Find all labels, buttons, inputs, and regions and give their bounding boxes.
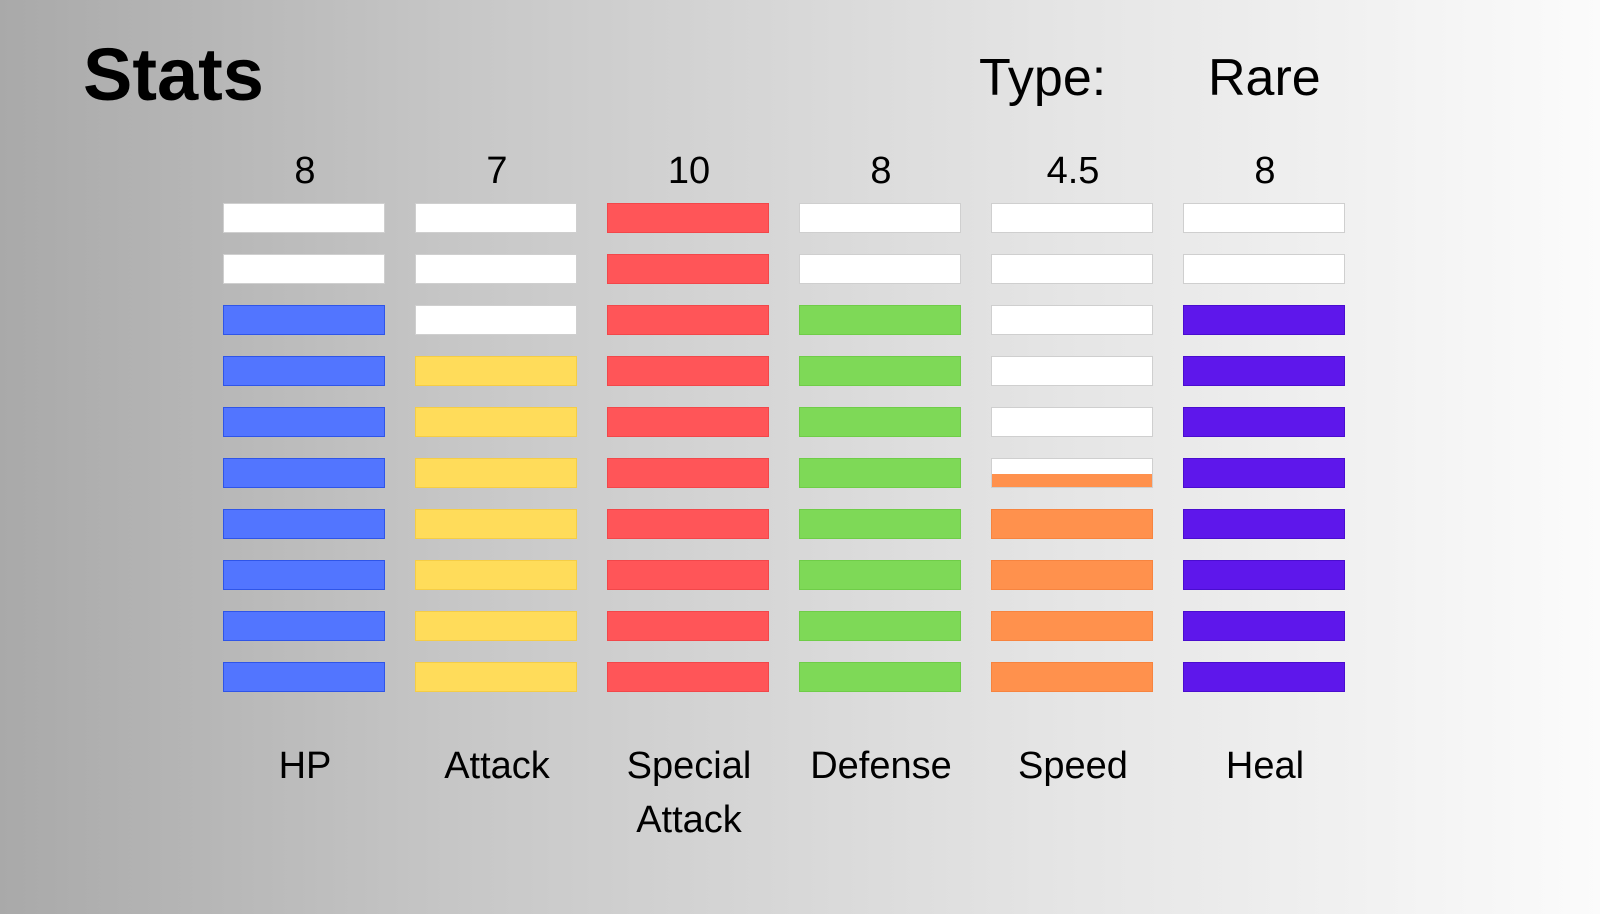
stat-segment [607, 611, 769, 641]
stat-segment [1183, 509, 1345, 539]
stat-segment [1183, 254, 1345, 284]
stat-segment [991, 509, 1153, 539]
stat-name-label: Attack [444, 745, 550, 787]
stat-segment [799, 458, 961, 488]
stat-segment-partial-fill [992, 474, 1152, 487]
stat-name-label: Speed [1018, 745, 1128, 787]
stat-segment [607, 305, 769, 335]
stat-segment [991, 305, 1153, 335]
stat-segment [1183, 305, 1345, 335]
stat-segment [415, 203, 577, 233]
stat-segment [991, 203, 1153, 233]
stat-segment [799, 407, 961, 437]
stat-segment [607, 458, 769, 488]
stat-segment [991, 662, 1153, 692]
type-value: Rare [1208, 49, 1321, 107]
stat-segment [223, 458, 385, 488]
stat-segment [607, 203, 769, 233]
stat-segment [799, 305, 961, 335]
stat-value-label: 7 [486, 150, 508, 192]
stat-segment [607, 560, 769, 590]
stat-segment [607, 356, 769, 386]
stat-segment [415, 662, 577, 692]
stat-value-label: 8 [1254, 150, 1276, 192]
stat-column-3: 8 Defense [799, 0, 963, 914]
stat-segment [799, 560, 961, 590]
stat-segment [1183, 662, 1345, 692]
stat-segment [991, 254, 1153, 284]
stat-segment [415, 254, 577, 284]
stat-segment [991, 356, 1153, 386]
page-title: Stats [83, 33, 264, 116]
stat-segment [1183, 458, 1345, 488]
stat-segment [1183, 356, 1345, 386]
stat-segment [799, 509, 961, 539]
stat-segment [415, 560, 577, 590]
type-label: Type: [979, 49, 1107, 107]
stat-segment [799, 254, 961, 284]
stat-segment [223, 203, 385, 233]
stat-column-5: 8 Heal [1183, 0, 1347, 914]
stat-segment [799, 356, 961, 386]
stat-segment [607, 509, 769, 539]
stat-value-label: 10 [667, 150, 711, 192]
stat-segment [799, 662, 961, 692]
stat-segment [415, 458, 577, 488]
stat-segment [1183, 560, 1345, 590]
stat-segment [991, 611, 1153, 641]
stat-segment [991, 407, 1153, 437]
stat-segment [415, 305, 577, 335]
stat-segment [607, 254, 769, 284]
stat-name-label: Defense [810, 745, 952, 787]
stat-segment [607, 407, 769, 437]
stat-value-label: 8 [870, 150, 892, 192]
stat-segment [607, 662, 769, 692]
stat-segment [223, 356, 385, 386]
stat-segment [223, 407, 385, 437]
stat-segment [415, 356, 577, 386]
stat-segment [415, 611, 577, 641]
stat-segment [223, 611, 385, 641]
stat-segment [1183, 611, 1345, 641]
stat-segment [223, 305, 385, 335]
stat-value-label: 4.5 [1046, 150, 1100, 192]
stat-name-label: HP [278, 745, 332, 787]
stat-segment [223, 662, 385, 692]
stat-column-1: 7 Attack [415, 0, 579, 914]
stat-segment [991, 458, 1153, 488]
stat-value-label: 8 [294, 150, 316, 192]
stat-segment [991, 560, 1153, 590]
stat-segment [415, 407, 577, 437]
stat-column-4: 4.5 Speed [991, 0, 1155, 914]
stat-segment [223, 254, 385, 284]
stat-column-2: 10 Special Attack [607, 0, 771, 914]
stat-column-0: 8 HP [223, 0, 387, 914]
stat-segment [1183, 203, 1345, 233]
stat-name-label: Heal [1225, 745, 1305, 787]
stat-segment [799, 203, 961, 233]
stat-segment [415, 509, 577, 539]
stat-segment [223, 509, 385, 539]
stat-segment [223, 560, 385, 590]
stat-segment [799, 611, 961, 641]
stat-name-label: Special Attack [626, 745, 752, 841]
stat-segment [1183, 407, 1345, 437]
